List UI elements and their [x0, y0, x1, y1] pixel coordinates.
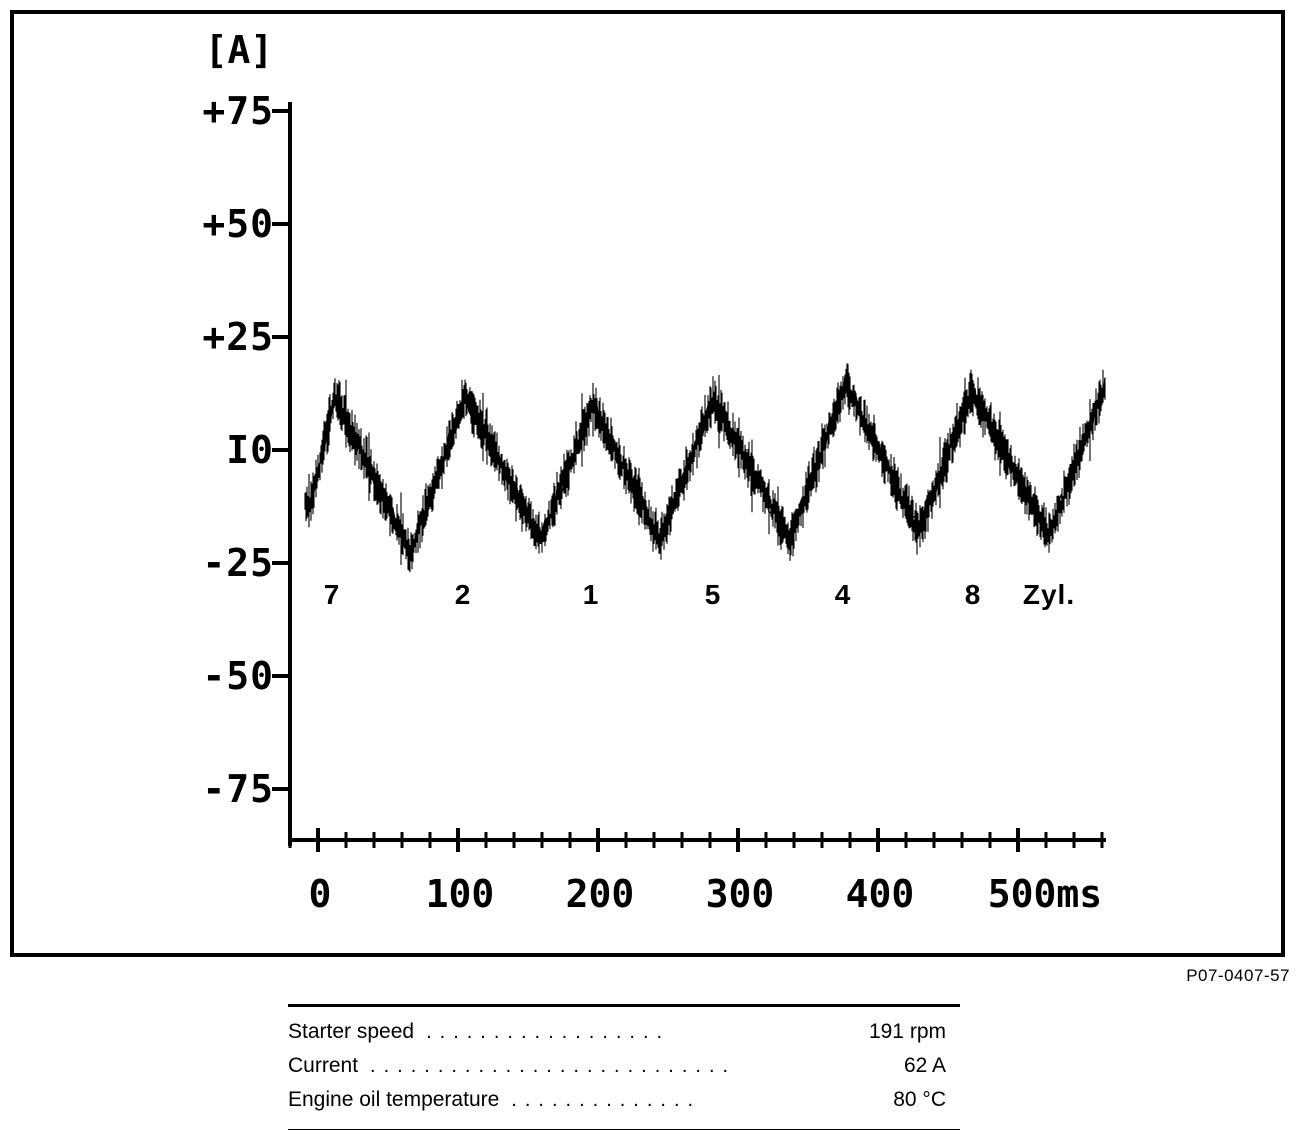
dot-leader: .................. — [426, 1021, 671, 1043]
cylinder-label-8: 8 — [964, 579, 982, 610]
x-tick-label: 400 — [845, 872, 915, 916]
cylinder-label-5: 5 — [704, 579, 722, 610]
spec-label: Engine oil temperature — [288, 1088, 500, 1111]
y-tick-label-zero: I0 — [226, 428, 274, 472]
dot-leader: ........................... — [370, 1055, 737, 1077]
cylinder-axis-caption: Zyl. — [1022, 579, 1076, 610]
cylinder-label-1: 1 — [582, 579, 600, 610]
y-tick-label: +25 — [202, 315, 274, 359]
y-tick-label: +75 — [202, 89, 274, 133]
y-tick-label: -50 — [202, 654, 274, 698]
cylinder-label-7: 7 — [323, 579, 341, 610]
spec-value: 191 rpm — [868, 1020, 946, 1043]
oscillogram-frame: [A] +75 +50 +25 I0 -25 -50 -75 7 2 1 5 4… — [10, 10, 1285, 957]
spec-row-oil-temperature: Engine oil temperature .............. 80… — [288, 1083, 960, 1117]
spec-value: 62 A — [903, 1054, 946, 1077]
x-tick-label: 0 — [308, 872, 332, 916]
x-tick-label-units: 500ms — [987, 872, 1103, 916]
y-axis-unit-label: [A] — [204, 28, 274, 72]
oscillogram-plot — [272, 102, 1106, 852]
spec-row-current: Current ........................... 62 A — [288, 1049, 960, 1083]
cylinder-label-2: 2 — [454, 579, 472, 610]
figure-code: P07-0407-57 — [1186, 966, 1290, 985]
dot-leader: .............. — [511, 1089, 702, 1111]
x-tick-label: 200 — [565, 872, 635, 916]
cylinder-label-4: 4 — [834, 579, 852, 610]
spec-row-starter-speed: Starter speed .................. 191 rpm — [288, 1015, 960, 1049]
x-tick-label: 100 — [425, 872, 495, 916]
spec-value: 80 °C — [893, 1088, 946, 1111]
spec-label: Starter speed — [288, 1020, 415, 1043]
y-tick-label: -75 — [202, 767, 274, 811]
y-tick-label: +50 — [202, 202, 274, 246]
y-tick-label: -25 — [202, 541, 274, 585]
x-tick-label: 300 — [705, 872, 775, 916]
spec-label: Current — [288, 1054, 359, 1077]
specs-table: Starter speed .................. 191 rpm… — [288, 1004, 960, 1130]
